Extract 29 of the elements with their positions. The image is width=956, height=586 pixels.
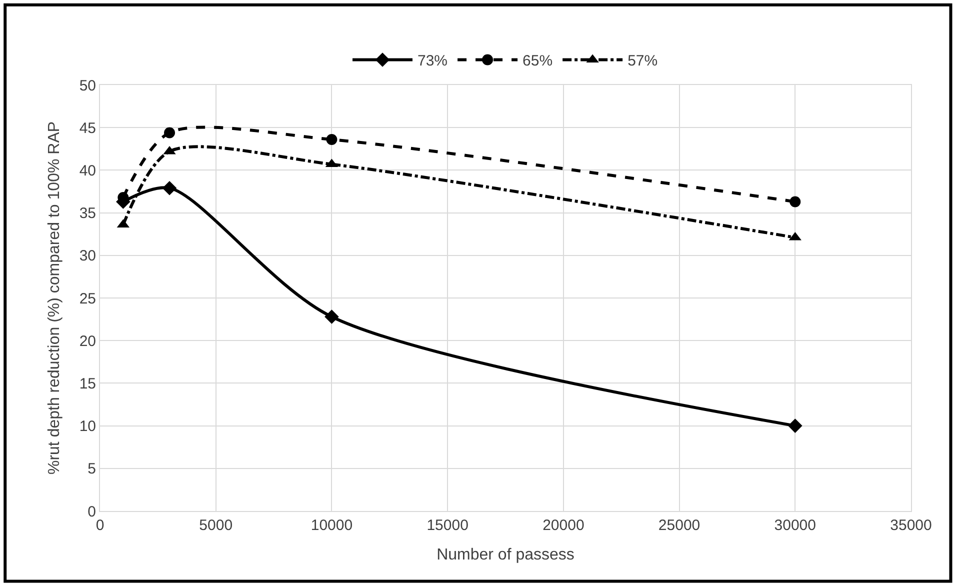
legend-label: 65%	[522, 52, 553, 70]
point	[788, 418, 802, 433]
y-tick-label: 40	[79, 162, 96, 180]
point	[790, 196, 801, 208]
point	[162, 180, 177, 196]
y-tick-label: 30	[79, 248, 96, 265]
x-tick-label: 10000	[310, 517, 353, 534]
legend-label: 57%	[628, 52, 658, 70]
x-tick-label: 25000	[658, 517, 700, 534]
y-tick-label: 20	[79, 332, 96, 350]
x-tick-label: 35000	[890, 517, 932, 534]
point	[324, 310, 339, 324]
x-tick-label: 20000	[542, 517, 584, 534]
point	[326, 134, 338, 146]
point	[164, 127, 176, 138]
y-tick-label: 35	[79, 205, 96, 222]
y-tick-label: 15	[79, 375, 96, 392]
y-tick-label: 45	[79, 120, 96, 137]
y-tick-label: 5	[88, 460, 96, 478]
y-axis-title: %rut depth reduction (%) compared to 100% RAP	[46, 121, 64, 475]
x-tick-label: 30000	[774, 517, 816, 534]
y-tick-label: 50	[79, 77, 96, 94]
y-tick-label: 10	[79, 418, 96, 436]
y-tick-label: 25	[79, 290, 96, 308]
x-tick-label: 15000	[426, 517, 468, 534]
y-tick-label: 0	[88, 503, 96, 520]
x-axis-title: Number of passess	[436, 546, 574, 564]
legend-label: 73%	[418, 52, 448, 70]
x-tick-label: 5000	[199, 517, 233, 534]
